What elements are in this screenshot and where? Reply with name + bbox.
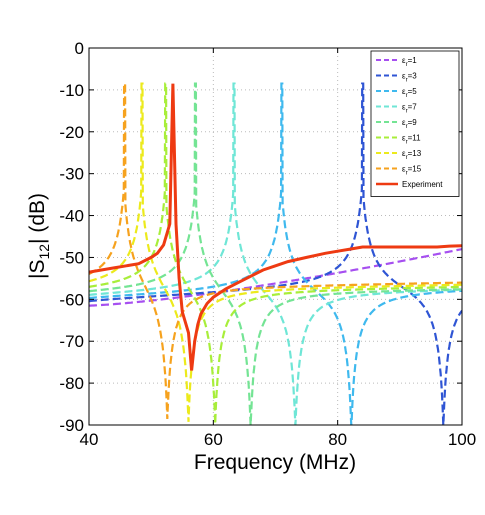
y-tick-label: -20 — [59, 123, 84, 142]
y-axis-label-sub: 12 — [36, 244, 52, 260]
legend-label-7: εr=15 — [402, 165, 422, 177]
legend-label-3: εr=7 — [402, 103, 417, 115]
grid — [89, 48, 462, 425]
legend-label-1: εr=3 — [402, 72, 417, 84]
legend-label-0: εr=1 — [402, 56, 417, 68]
y-axis-label-rest: | (dB) — [26, 193, 49, 244]
legend-label-4: εr=9 — [402, 118, 417, 130]
x-tick-label: 60 — [204, 430, 223, 449]
y-tick-label: -70 — [59, 332, 84, 351]
x-tick-label: 100 — [448, 430, 476, 449]
series-line-5 — [89, 82, 462, 425]
series-line-8 — [89, 83, 462, 371]
legend: εr=1 εr=3 εr=5 εr=7 εr=9 εr=11 εr=13 εr=15 Exper… — [370, 50, 460, 197]
legend-label-5: εr=11 — [402, 134, 421, 146]
series-line-1 — [89, 82, 462, 425]
x-tick-label: 80 — [328, 430, 347, 449]
y-tick-label: -60 — [59, 290, 84, 309]
x-axis-label: Frequency (MHz) — [194, 451, 356, 474]
series-line-4 — [89, 82, 462, 425]
x-tick-label: 40 — [80, 430, 99, 449]
y-axis-label-main: |S — [26, 260, 49, 279]
legend-label-8: Experiment — [402, 180, 443, 189]
y-tick-label: -40 — [59, 207, 84, 226]
series-line-7 — [89, 82, 462, 420]
ticks: 40 60 80 100 0 -10 -20 -30 -40 -50 -60 -70 -80 -90 — [59, 39, 476, 449]
y-axis-label: |S12| (dB) — [26, 193, 52, 279]
legend-label-2: εr=5 — [402, 87, 417, 99]
series-layer — [89, 82, 462, 425]
y-tick-label: -80 — [59, 374, 84, 393]
series-line-3 — [89, 82, 462, 425]
y-tick-label: 0 — [75, 39, 84, 58]
plot-frame — [88, 47, 463, 426]
y-tick-label: -10 — [59, 81, 84, 100]
series-line-2 — [89, 82, 462, 425]
y-tick-label: -90 — [59, 416, 84, 435]
y-tick-label: -50 — [59, 248, 84, 267]
legend-label-6: εr=13 — [402, 149, 422, 161]
y-tick-label: -30 — [59, 165, 84, 184]
